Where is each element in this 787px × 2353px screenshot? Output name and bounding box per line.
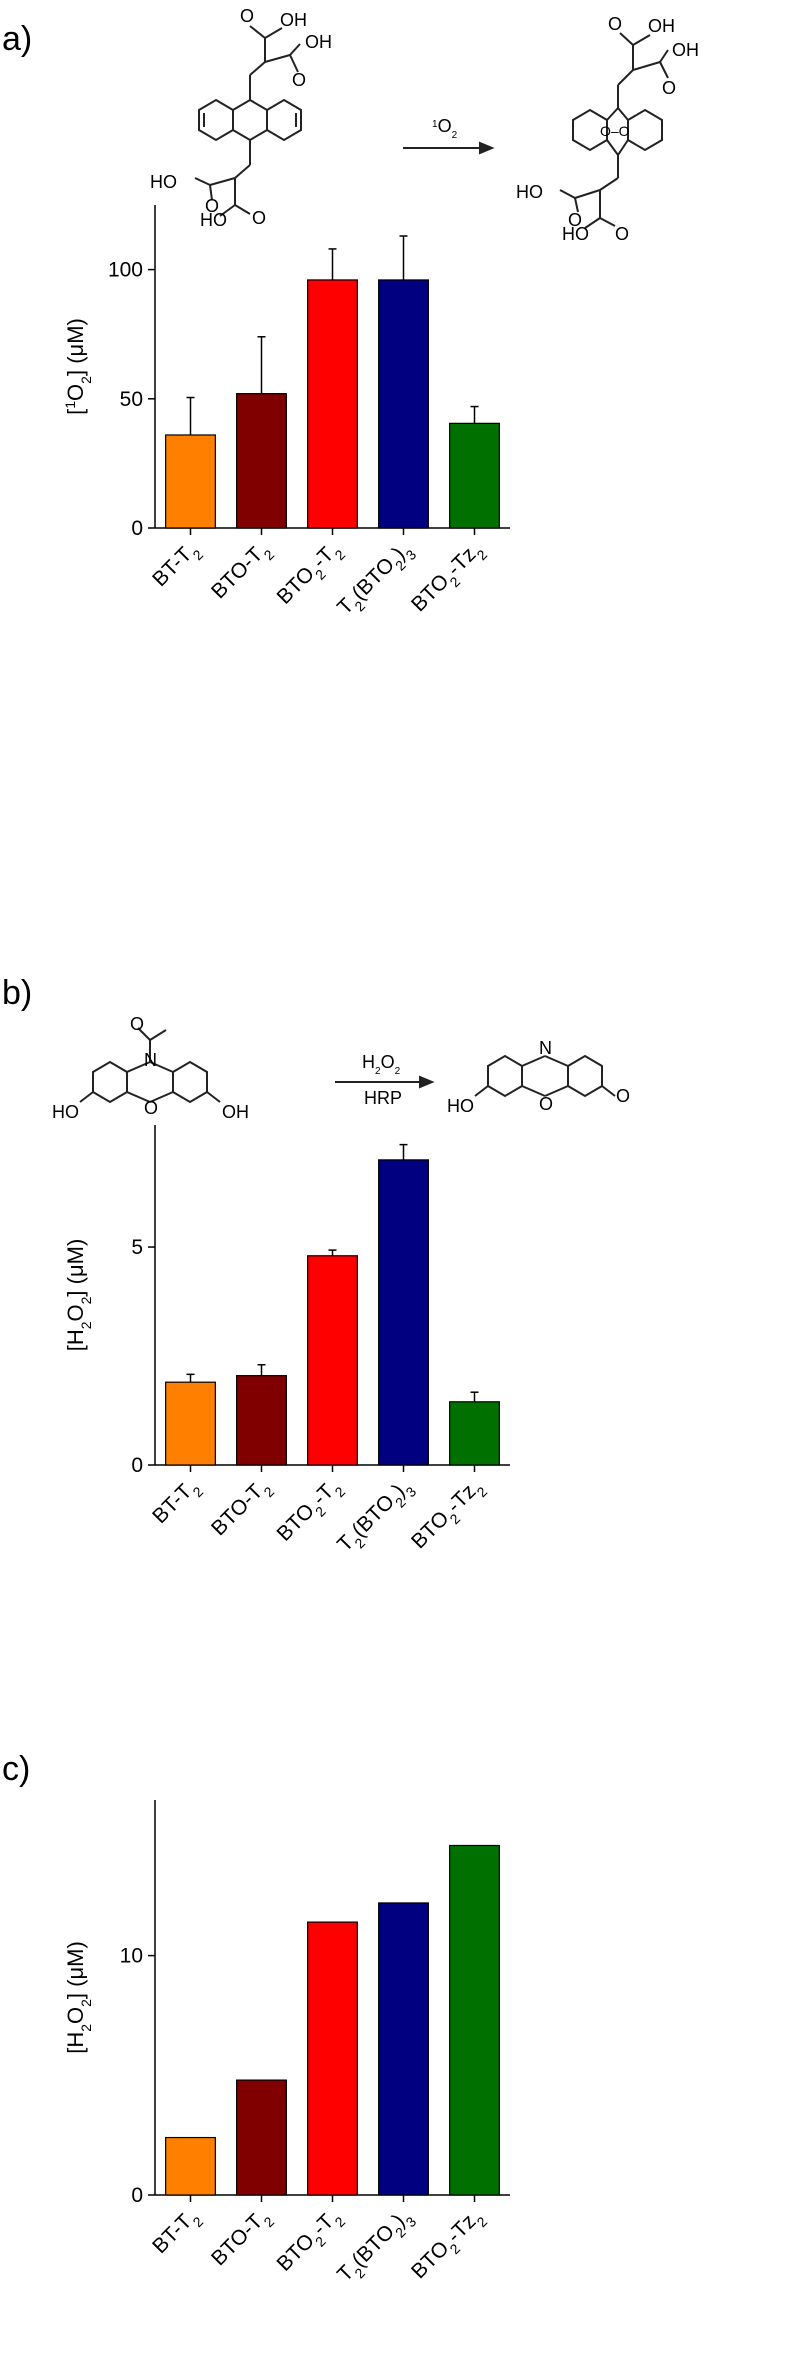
- group-label: HO: [52, 1102, 79, 1122]
- group-label: O: [568, 210, 582, 230]
- group-label: N: [144, 1050, 157, 1070]
- group-label: O: [292, 70, 306, 90]
- bar-bto2t2: [307, 1921, 358, 2196]
- anthracene-malonate-structure: [194, 25, 302, 217]
- group-label: HO: [200, 210, 227, 230]
- group-label: O: [615, 224, 629, 244]
- y-tick-label: 50: [120, 388, 143, 411]
- x-tick-label: BT-T2: [148, 2204, 206, 2262]
- panel-label-c: c): [2, 1750, 30, 1788]
- reaction-scheme-b: N O HO O OH H2O2 HRP N HO O O: [52, 1014, 630, 1122]
- reagent-h2o2: H2O2: [362, 1052, 401, 1077]
- group-label: O: [539, 1094, 553, 1114]
- peroxide-bridge-label: O–O: [600, 123, 630, 139]
- bar-btot2: [236, 2079, 287, 2196]
- group-label: HO: [150, 172, 177, 192]
- x-tick-label: T2(BTO2)3: [333, 1474, 419, 1560]
- y-tick-label: 0: [131, 1454, 143, 1477]
- resorufin-structure: [474, 1054, 616, 1098]
- y-tick-label: 0: [131, 2184, 143, 2207]
- y-tick-label: 100: [108, 259, 143, 282]
- group-label: HO: [447, 1096, 474, 1116]
- x-tick-label: BTO-T2: [207, 2204, 277, 2274]
- reagent-singlet-oxygen: 1O2: [432, 116, 458, 141]
- x-tick-label: BTO-T2: [207, 537, 277, 607]
- group-label: OH: [305, 32, 332, 52]
- bar-bto2tz2: [449, 422, 500, 529]
- bar-t2bto23: [378, 279, 429, 529]
- bar-bto2tz2: [449, 1844, 500, 2196]
- group-label: O: [144, 1098, 158, 1118]
- bar-t2bto23: [378, 1159, 429, 1466]
- x-tick-label: T2(BTO2)3: [333, 537, 419, 623]
- group-label: OH: [280, 10, 307, 30]
- bar-bto2t2: [307, 279, 358, 529]
- panel-label-a: a): [2, 20, 32, 58]
- reaction-scheme-a: OH OH O O HO HO O O 1O2 OH OH: [150, 6, 699, 244]
- chart-h2o2-c: 010[H2O2] (μM)BT-T2 BTO-T2BTO2-T2T2(BTO2)…: [63, 1800, 510, 2290]
- group-label: OH: [222, 1102, 249, 1122]
- y-tick-label: 10: [120, 1945, 143, 1968]
- bar-t2bto23: [378, 1902, 429, 2196]
- x-tick-label: BT-T2: [148, 1474, 206, 1532]
- x-tick-label: BTO2-Tz2: [407, 537, 490, 620]
- endoperoxide-structure: [559, 32, 669, 229]
- x-tick-label: T2(BTO2)3: [333, 2204, 419, 2290]
- bar-btt2: [165, 434, 216, 529]
- group-label: OH: [648, 16, 675, 36]
- bar-btot2: [236, 393, 287, 529]
- x-tick-label: BTO-T2: [207, 1474, 277, 1544]
- y-axis-label: [1O2] (μM): [62, 318, 94, 415]
- group-label: O: [252, 208, 266, 228]
- panel-label-b: b): [2, 974, 32, 1012]
- x-tick-label: BTO2-Tz2: [407, 2204, 490, 2287]
- y-tick-label: 5: [131, 1236, 143, 1259]
- reagent-hrp: HRP: [364, 1088, 402, 1108]
- group-label: N: [539, 1038, 552, 1058]
- group-label: O: [608, 14, 622, 34]
- group-label: HO: [562, 224, 589, 244]
- bar-bto2tz2: [449, 1401, 500, 1466]
- y-axis-label: [H2O2] (μM): [63, 1941, 94, 2054]
- group-label: O: [130, 1014, 144, 1034]
- bar-btt2: [165, 2136, 216, 2196]
- bar-btt2: [165, 1381, 216, 1466]
- chart-h2o2-b: 05[H2O2] (μM)BT-T2 BTO-T2BTO2-T2T2(BTO2)3…: [63, 1125, 510, 1560]
- group-label: O: [240, 6, 254, 26]
- amplex-red-structure: [79, 1027, 221, 1104]
- y-axis-label: [H2O2] (μM): [63, 1239, 94, 1352]
- group-label: O: [205, 196, 219, 216]
- bar-bto2t2: [307, 1255, 358, 1466]
- x-tick-label: BTO2-Tz2: [407, 1474, 490, 1557]
- y-tick-label: 0: [131, 517, 143, 540]
- group-label: HO: [516, 182, 543, 202]
- x-tick-label: BT-T2: [148, 537, 206, 595]
- group-label: O: [616, 1086, 630, 1106]
- bar-btot2: [236, 1375, 287, 1466]
- group-label: O: [662, 78, 676, 98]
- group-label: OH: [672, 40, 699, 60]
